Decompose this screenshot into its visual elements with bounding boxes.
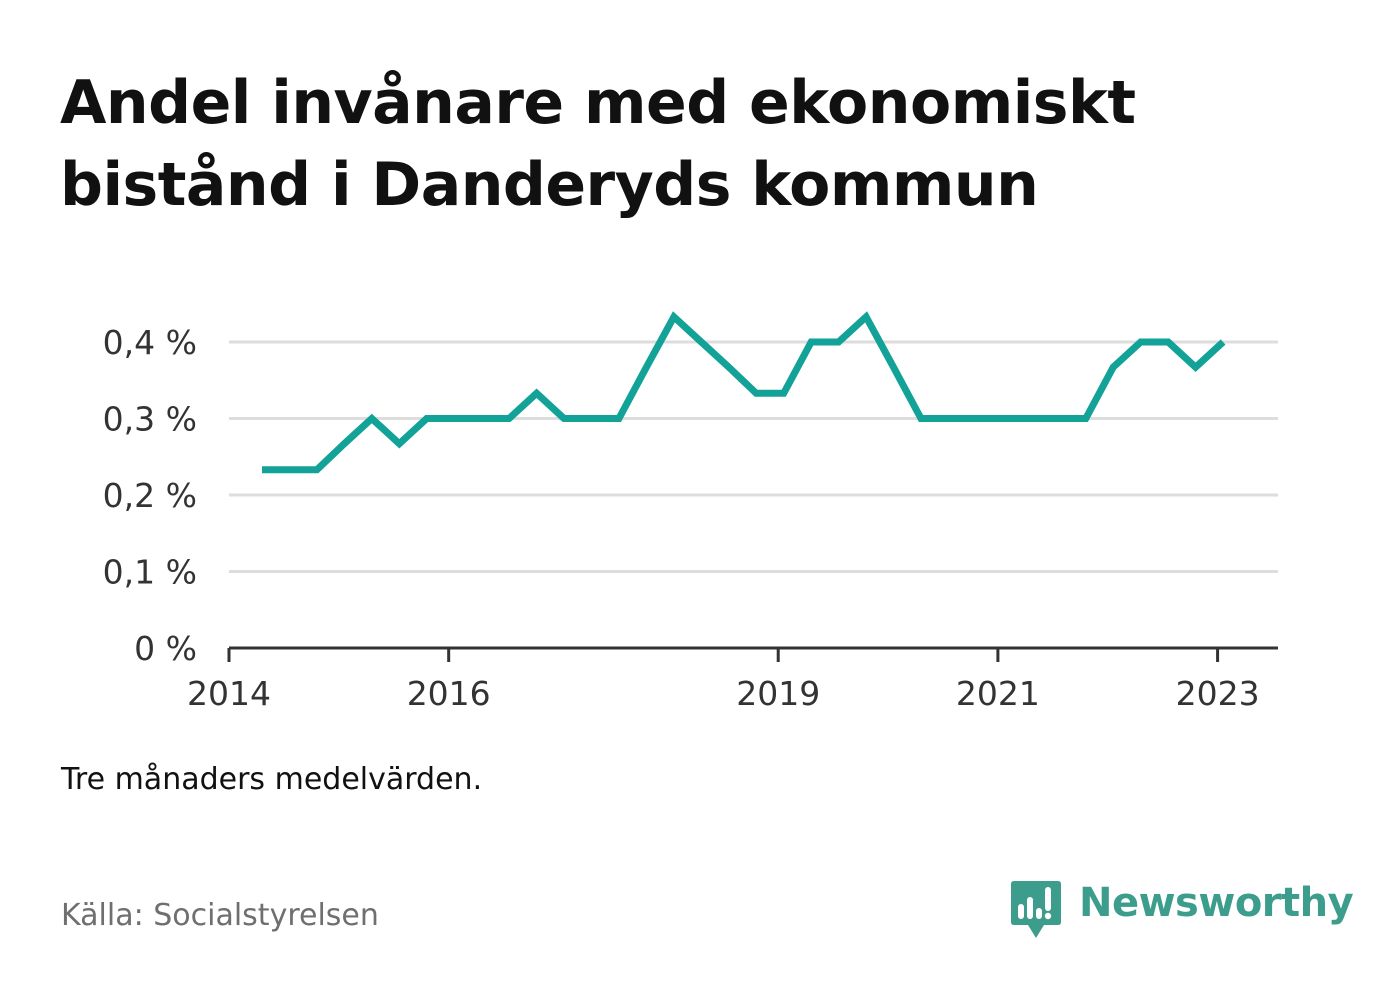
x-tick-label: 2021 [956, 674, 1040, 713]
y-axis-labels: 0 % 0,1 % 0,2 % 0,3 % 0,4 % [103, 323, 197, 668]
y-tick-label: 0,4 % [103, 323, 197, 362]
series-line [262, 311, 1226, 474]
x-axis [227, 646, 1278, 662]
source-text: Källa: Socialstyrelsen [61, 898, 379, 933]
chart-title: Andel invånare med ekonomiskt bistånd i … [60, 68, 1136, 220]
x-tick-label: 2014 [187, 674, 271, 713]
chart-note: Tre månaders medelvärden. [61, 762, 483, 797]
series-layer [261, 311, 1226, 474]
y-tick-label: 0,1 % [103, 553, 197, 592]
brand-name: Newsworthy [1079, 880, 1354, 926]
y-tick-label: 0,3 % [103, 400, 197, 439]
x-axis-labels: 2014 2016 2019 2021 2023 [187, 674, 1260, 713]
y-tick-label: 0,2 % [103, 476, 197, 515]
bar-chart-speech-bubble-icon [1011, 881, 1061, 938]
gridlines [229, 340, 1278, 573]
x-tick-label: 2023 [1176, 674, 1260, 713]
x-tick-label: 2019 [736, 674, 820, 713]
x-tick-label: 2016 [407, 674, 491, 713]
y-tick-label: 0 % [134, 629, 197, 668]
